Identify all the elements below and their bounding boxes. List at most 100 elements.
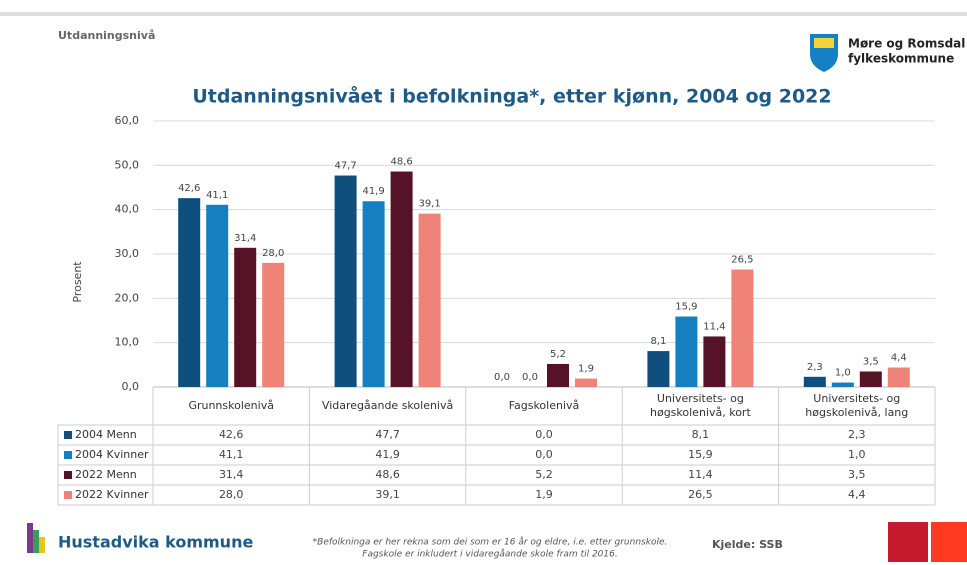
footnote: Fagskole er inkludert i vidaregåande sko… [362, 549, 617, 560]
data-label: 4,4 [891, 352, 907, 363]
data-label: 5,2 [550, 349, 566, 360]
legend-label: 2022 Menn [75, 468, 137, 481]
source: Kjelde: SSB [712, 538, 783, 551]
bar [547, 363, 569, 387]
footer-logo [27, 523, 33, 553]
bar [262, 262, 285, 387]
bar [887, 367, 910, 387]
data-label: 47,7 [334, 161, 356, 172]
data-label: 31,4 [234, 233, 256, 244]
x-tick-label-box: Fagskolenivå [508, 399, 580, 412]
data-label: 41,9 [362, 186, 384, 197]
table-cell: 4,4 [848, 488, 866, 501]
table-cell: 39,1 [375, 488, 400, 501]
legend-swatch [64, 431, 72, 439]
x-tick-label: Fagskolenivå [508, 399, 580, 412]
y-tick-label: 60,0 [115, 114, 140, 127]
footer-logo [39, 537, 45, 553]
y-tick-label: 0,0 [122, 380, 140, 393]
table-cell: 31,4 [219, 468, 244, 481]
data-label: 15,9 [675, 302, 697, 313]
footer-name: Hustadvika kommune [58, 533, 253, 552]
x-tick-label: Universitets- og høgskolenivå, lang [805, 392, 909, 419]
x-tick-label-box: Universitets- og høgskolenivå, lang [805, 392, 909, 419]
data-label: 39,1 [418, 199, 440, 210]
bar [390, 171, 413, 387]
table-cell: 3,5 [848, 468, 866, 481]
bar [803, 376, 826, 387]
table-cell: 0,0 [535, 448, 553, 461]
legend-label: 2004 Menn [75, 428, 137, 441]
x-tick-label: Grunnskolenivå [188, 399, 274, 412]
legend-swatch [64, 471, 72, 479]
data-label: 42,6 [178, 183, 200, 194]
table-cell: 28,0 [219, 488, 244, 501]
legend-swatch [64, 491, 72, 499]
y-tick-label: 30,0 [115, 247, 140, 260]
x-tick-label-box: Grunnskolenivå [188, 399, 274, 412]
table-cell: 0,0 [535, 428, 553, 441]
sdg-icon [888, 522, 928, 562]
legend-swatch [64, 451, 72, 459]
data-label: 2,3 [807, 362, 823, 373]
footer-logo [33, 530, 39, 553]
y-tick-label: 20,0 [115, 291, 140, 304]
table-cell: 5,2 [535, 468, 553, 481]
data-label: 41,1 [206, 190, 228, 201]
sdg-icon [931, 522, 967, 562]
y-axis-label: Prosent [71, 261, 84, 303]
data-label: 0,0 [494, 372, 510, 383]
table-cell: 41,9 [375, 448, 400, 461]
table-cell: 2,3 [848, 428, 866, 441]
legend-label: 2004 Kvinner [75, 448, 149, 461]
table-cell: 42,6 [219, 428, 244, 441]
logo-text: Møre og Romsdal [848, 37, 965, 51]
y-tick-label: 40,0 [115, 203, 140, 216]
data-label: 28,0 [262, 248, 284, 259]
y-tick-label: 10,0 [115, 336, 140, 349]
data-label: 8,1 [650, 336, 666, 347]
table-cell: 26,5 [688, 488, 713, 501]
data-label: 0,0 [522, 372, 538, 383]
logo-emblem [814, 38, 834, 48]
bar [731, 269, 754, 387]
table-cell: 1,0 [848, 448, 866, 461]
data-label: 3,5 [863, 356, 879, 367]
bar [178, 198, 201, 387]
bar [206, 204, 229, 387]
table-cell: 41,1 [219, 448, 244, 461]
bar [418, 213, 441, 387]
chart-title: Utdanningsnivået i befolkninga*, etter k… [192, 84, 831, 108]
bar [234, 247, 257, 387]
x-tick-label-box: Vidaregåande skolenivå [321, 399, 454, 412]
bar [362, 201, 385, 387]
x-tick-label: Vidaregåande skolenivå [321, 399, 454, 412]
legend-label: 2022 Kvinner [75, 488, 149, 501]
logo-text: fylkeskommune [848, 52, 954, 66]
bar [859, 371, 882, 387]
page-label: Utdanningsnivå [58, 29, 155, 42]
top-bar [0, 12, 967, 16]
table-cell: 47,7 [375, 428, 400, 441]
bar [647, 351, 670, 387]
data-label: 11,4 [703, 321, 725, 332]
table-cell: 11,4 [688, 468, 713, 481]
bar [575, 378, 597, 387]
table-cell: 1,9 [535, 488, 553, 501]
data-label: 48,6 [390, 157, 412, 168]
bar [334, 175, 357, 387]
bar [703, 336, 726, 387]
bar [675, 316, 698, 387]
table-cell: 15,9 [688, 448, 713, 461]
x-tick-label: Universitets- og høgskolenivå, kort [650, 392, 751, 419]
bar [831, 382, 854, 387]
data-label: 26,5 [731, 255, 753, 266]
footnote: *Befolkninga er her rekna som dei som er… [313, 537, 668, 548]
table-cell: 48,6 [375, 468, 400, 481]
y-tick-label: 50,0 [115, 158, 140, 171]
data-label: 1,9 [578, 364, 594, 375]
data-label: 1,0 [835, 368, 851, 379]
table-cell: 8,1 [692, 428, 710, 441]
x-tick-label-box: Universitets- og høgskolenivå, kort [650, 392, 751, 419]
